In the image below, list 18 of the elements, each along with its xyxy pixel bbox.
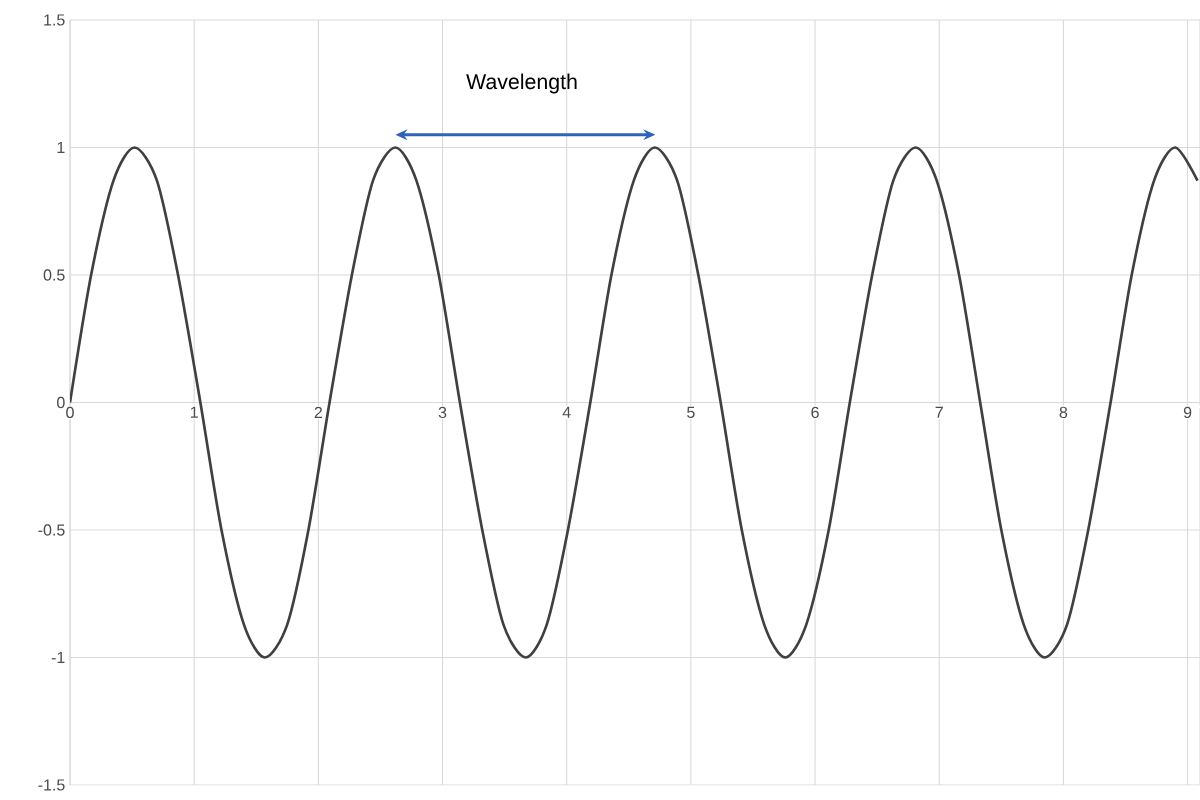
x-tick-label: 1 xyxy=(190,406,198,418)
y-tick-label: -1.5 xyxy=(38,779,65,791)
x-tick-label: 2 xyxy=(314,406,322,418)
y-tick-label: -0.5 xyxy=(38,524,65,536)
x-tick-label: 7 xyxy=(935,406,943,418)
x-tick-label: 4 xyxy=(562,406,571,418)
annotation: Wavelength xyxy=(466,73,577,94)
x-tick-label: 6 xyxy=(811,406,819,419)
y-tick-label: 1.5 xyxy=(44,14,65,26)
x-tick-label: 8 xyxy=(1059,406,1068,419)
y-tick-label: 0.5 xyxy=(43,269,65,281)
y-tick-label: 1 xyxy=(57,142,65,153)
x-tick-label: 9 xyxy=(1183,406,1192,419)
x-tick-label: 3 xyxy=(438,406,447,419)
y-tick-label: -1 xyxy=(51,652,65,663)
x-tick-label: 5 xyxy=(687,406,695,418)
x-tick-label: 0 xyxy=(66,406,74,419)
y-tick-label: 0 xyxy=(57,396,65,409)
